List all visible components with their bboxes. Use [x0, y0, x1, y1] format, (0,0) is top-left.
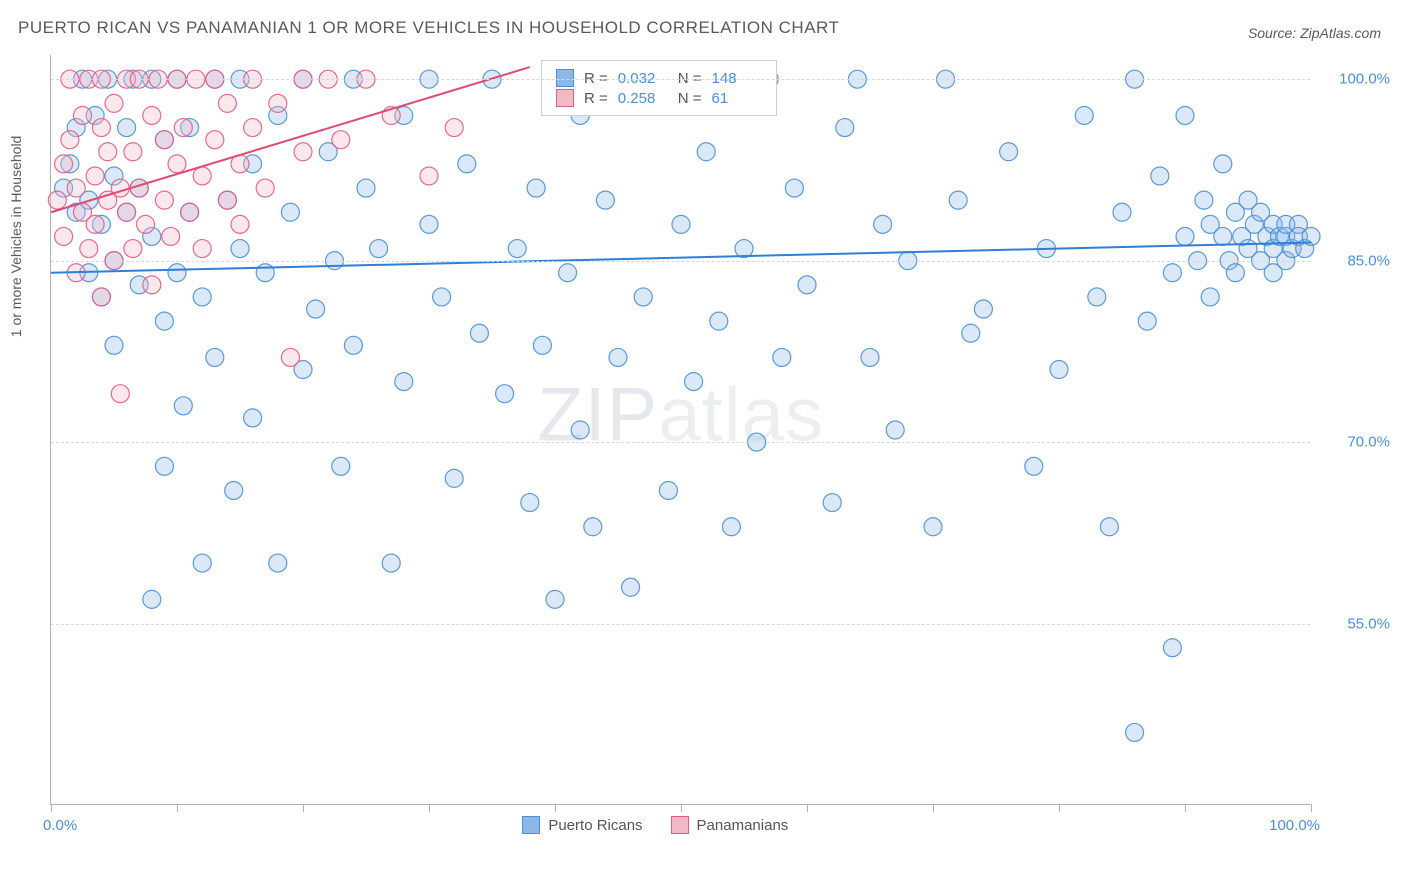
source-attribution: Source: ZipAtlas.com	[1248, 25, 1381, 41]
legend-swatch-1	[522, 816, 540, 834]
bottom-legend: Puerto Ricans Panamanians	[522, 816, 788, 834]
stats-legend-box: R = 0.032 N = 148 R = 0.258 N = 61	[541, 60, 777, 116]
x-min-label: 0.0%	[43, 817, 77, 834]
y-tick-label: 55.0%	[1347, 615, 1390, 632]
swatch-series-1	[556, 69, 574, 87]
legend-item-1: Puerto Ricans	[522, 816, 642, 834]
swatch-series-2	[556, 89, 574, 107]
n-label: N =	[678, 70, 702, 87]
r-value-1: 0.032	[618, 70, 668, 87]
y-tick-label: 70.0%	[1347, 434, 1390, 451]
plot-area: 1 or more Vehicles in Household ZIPatlas…	[50, 55, 1310, 805]
x-max-label: 100.0%	[1269, 817, 1320, 834]
legend-label-2: Panamanians	[697, 817, 789, 834]
y-tick-label: 100.0%	[1339, 71, 1390, 88]
r-value-2: 0.258	[618, 90, 668, 107]
stats-row-2: R = 0.258 N = 61	[556, 89, 762, 107]
n-value-1: 148	[712, 70, 762, 87]
n-label: N =	[678, 90, 702, 107]
stats-row-1: R = 0.032 N = 148	[556, 69, 762, 87]
y-axis-label: 1 or more Vehicles in Household	[8, 135, 24, 337]
y-tick-label: 85.0%	[1347, 252, 1390, 269]
legend-item-2: Panamanians	[671, 816, 789, 834]
chart-title: PUERTO RICAN VS PANAMANIAN 1 OR MORE VEH…	[18, 18, 839, 38]
scatter-svg	[51, 55, 1310, 804]
legend-swatch-2	[671, 816, 689, 834]
r-label: R =	[584, 90, 608, 107]
legend-label-1: Puerto Ricans	[548, 817, 642, 834]
r-label: R =	[584, 70, 608, 87]
n-value-2: 61	[712, 90, 762, 107]
